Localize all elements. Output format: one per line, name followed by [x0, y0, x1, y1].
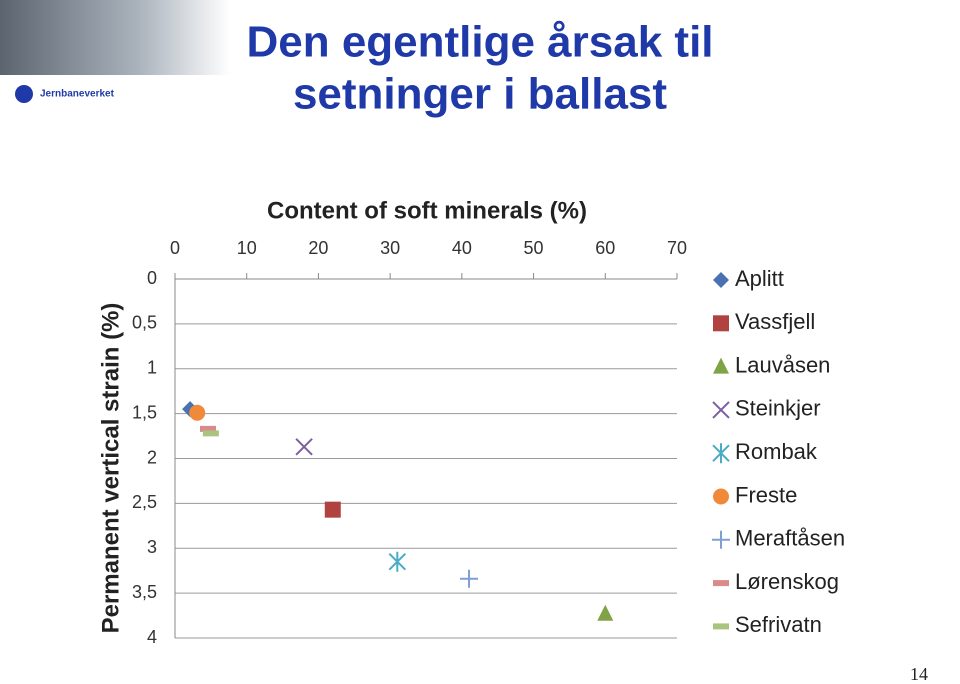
legend-marker [713, 580, 729, 587]
x-tick-label: 20 [308, 238, 328, 258]
x-tick-label: 10 [237, 238, 257, 258]
x-tick-label: 60 [595, 238, 615, 258]
data-point [189, 404, 206, 421]
y-axis-title: Permanent vertical strain (%) [97, 303, 124, 634]
data-point [388, 551, 407, 572]
logo-text: Jernbaneverket [40, 89, 115, 100]
legend-marker [713, 315, 729, 332]
legend-label: Lauvåsen [735, 352, 830, 377]
y-tick-label: 3 [147, 537, 157, 557]
data-point [199, 425, 216, 432]
data-point [202, 430, 219, 437]
legend-marker [713, 488, 729, 505]
x-tick-label: 70 [667, 238, 687, 258]
y-tick-label: 2,5 [132, 492, 157, 512]
legend-label: Sefrivatn [735, 612, 822, 637]
x-tick-label: 40 [452, 238, 472, 258]
legend-marker [713, 623, 729, 630]
x-axis-title: Content of soft minerals (%) [267, 197, 587, 224]
legend-marker [712, 401, 730, 419]
legend-label: Rombak [735, 439, 818, 464]
legend-marker [712, 443, 730, 464]
legend-label: Meraftåsen [735, 526, 845, 551]
header-image [0, 0, 230, 75]
data-point [295, 438, 313, 456]
data-point [324, 501, 341, 518]
x-tick-label: 30 [380, 238, 400, 258]
legend-label: Steinkjer [735, 396, 821, 421]
y-tick-label: 0 [147, 268, 157, 288]
logo [15, 85, 33, 103]
y-tick-label: 1,5 [132, 402, 157, 422]
legend-label: Aplitt [735, 266, 784, 291]
y-tick-label: 4 [147, 627, 157, 647]
slide-title: Den egentlige årsak til [246, 18, 713, 67]
legend-label: Lørenskog [735, 569, 839, 594]
legend-label: Freste [735, 482, 797, 507]
data-point [597, 604, 614, 621]
page-number: 14 [910, 664, 928, 684]
y-tick-label: 1 [147, 358, 157, 378]
y-tick-label: 2 [147, 447, 157, 467]
x-tick-label: 0 [170, 238, 180, 258]
y-tick-label: 3,5 [132, 582, 157, 602]
x-tick-label: 50 [524, 238, 544, 258]
legend-label: Vassfjell [735, 309, 815, 334]
legend-marker [713, 272, 729, 288]
legend-marker [713, 357, 729, 374]
data-point [460, 569, 479, 588]
legend-marker [712, 530, 730, 549]
slide-title: setninger i ballast [293, 70, 667, 119]
y-tick-label: 0,5 [132, 313, 157, 333]
